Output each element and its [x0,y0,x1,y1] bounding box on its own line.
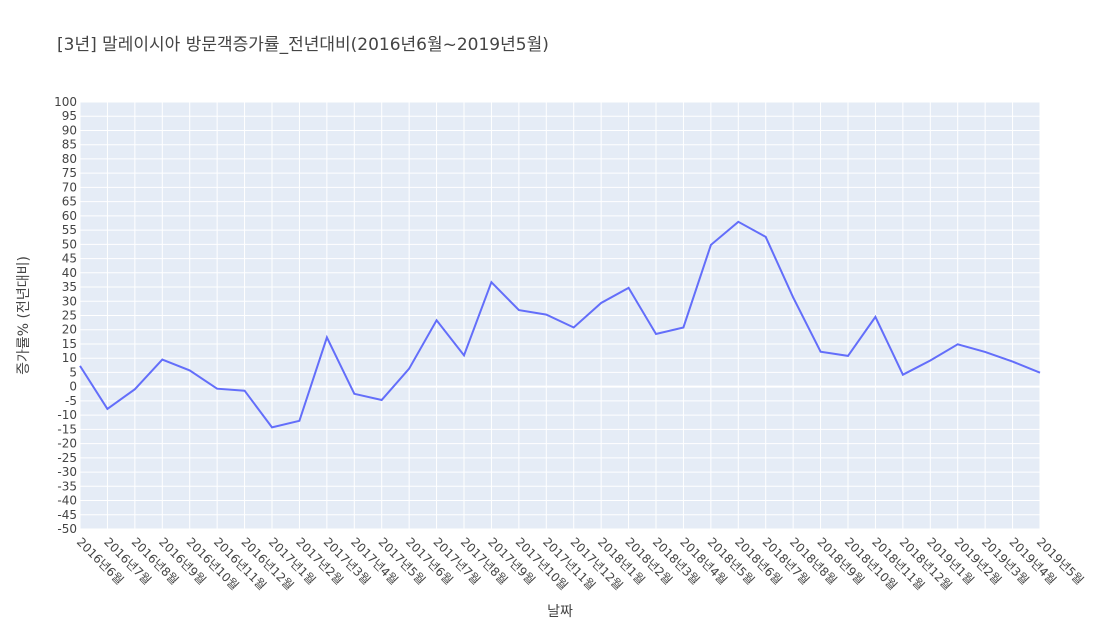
y-tick-label: 95 [62,109,77,123]
y-tick-label: 80 [62,152,77,166]
y-tick-label: 20 [62,323,77,337]
y-tick-label: 85 [62,138,77,152]
y-tick-label: 30 [62,294,77,308]
y-tick-label: 75 [62,166,77,180]
y-tick-label: 10 [62,351,77,365]
y-tick-label: -35 [57,479,77,493]
y-tick-label: -5 [65,394,77,408]
y-tick-label: 50 [62,237,77,251]
chart-title: [3년] 말레이시아 방문객증가률_전년대비(2016년6월~2019년5월) [57,35,549,55]
y-tick-label: 15 [62,337,77,351]
y-tick-label: 90 [62,123,77,137]
x-axis-ticks: 2016년6월2016년7월2016년8월2016년9월2016년10월2016… [74,535,1087,593]
y-axis-label: 증가률% (전년대비) [16,256,32,375]
series-line [79,220,1041,429]
y-tick-label: 70 [62,180,77,194]
y-tick-label: 55 [62,223,77,237]
y-tick-label: -30 [57,465,77,479]
y-tick-label: 35 [62,280,77,294]
gridlines [79,101,1041,530]
y-tick-label: -25 [57,451,77,465]
y-tick-label: 100 [54,95,77,109]
y-tick-label: 60 [62,209,77,223]
y-tick-label: -40 [57,494,77,508]
x-axis-label: 날짜 [547,604,573,620]
y-tick-label: 5 [69,365,77,379]
y-tick-label: -20 [57,437,77,451]
y-tick-label: 0 [69,380,77,394]
y-tick-label: 40 [62,266,77,280]
y-tick-label: 45 [62,252,77,266]
y-tick-label: -45 [57,508,77,522]
y-tick-label: -50 [57,522,77,536]
y-tick-label: -15 [57,422,77,436]
y-tick-label: -10 [57,408,77,422]
y-tick-label: 25 [62,309,77,323]
y-tick-label: 65 [62,195,77,209]
y-axis-ticks: -50-45-40-35-30-25-20-15-10-505101520253… [54,95,77,536]
